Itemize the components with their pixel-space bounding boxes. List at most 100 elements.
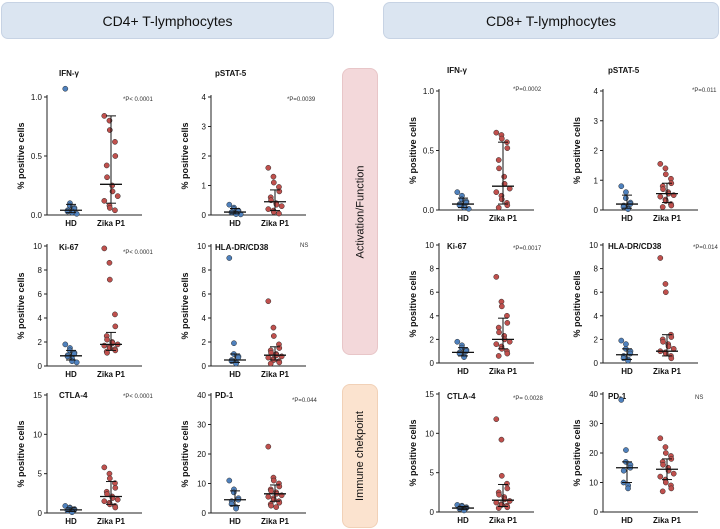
cd8-pstat5-point-zika [657, 161, 664, 167]
cd4-pd1-point-hd [233, 505, 239, 512]
cd8-hladr-ytick-label: 8 [594, 265, 599, 274]
cd4-ctla4-point-zika [106, 470, 113, 477]
cd4-pd1-ytick-label: 30 [197, 421, 206, 430]
cd8-pd1-point-zika [659, 488, 666, 495]
cd4-ifng-point-zika [112, 153, 119, 159]
cd8-pstat5-ylabel: % positive cells [572, 117, 582, 184]
cd8-pstat5-xtick-label: Zika P1 [653, 214, 682, 223]
cd8-ifng-point-zika [493, 129, 500, 136]
cd4-pd1-title: PD-1 [215, 391, 234, 400]
cd8-pd1-point-zika [657, 473, 664, 480]
cd4-hladr-point-hd [233, 360, 239, 367]
cd8-ifng-point-zika [501, 173, 508, 180]
cd4-pd1-ytick-label: 40 [197, 391, 206, 400]
cd4-hladr-ytick-label: 2 [202, 338, 207, 347]
cd8-ctla4-ytick-label: 0 [430, 508, 435, 517]
cd8-pd1-point-zika [668, 485, 675, 492]
cd4-pd1-pvalue: *P=0.044 [292, 398, 318, 404]
cd4-hladr-pvalue: NS [300, 243, 308, 249]
cd8-pd1-ytick-label: 10 [589, 479, 598, 488]
cd8-ifng-point-zika [495, 157, 502, 163]
cd4-ifng-title: IFN-γ [59, 69, 80, 78]
cd4-hladr-point-hd [231, 340, 237, 347]
cd4-hladr-xtick-label: Zika P1 [261, 370, 290, 379]
cd8-hladr-ylabel: % positive cells [572, 270, 582, 337]
cd4-ctla4-ytick-label: 10 [33, 430, 42, 439]
cd8-ctla4-pvalue: *P= 0.0028 [513, 396, 544, 402]
cd4-ki67-point-hd [69, 358, 75, 365]
cd4-pd1-ytick-label: 20 [197, 450, 206, 459]
cd4-pstat5-point-hd [226, 201, 233, 208]
cd4-ctla4-xtick-label: HD [65, 517, 77, 526]
cd4-ki67-ytick-label: 10 [33, 242, 42, 251]
cd4-pd1-point-zika [265, 443, 272, 450]
cd4-pstat5-ytick-label: 2 [202, 152, 207, 161]
cd4-ctla4-ytick-label: 0 [38, 509, 43, 518]
cd8-ctla4-ytick-label: 15 [425, 390, 434, 399]
cd8-ki67-ytick-label: 4 [430, 312, 435, 321]
cd4-ifng-xtick-label: HD [65, 219, 77, 228]
cd8-ki67-ytick-label: 6 [430, 288, 435, 297]
cd4-hladr-point-zika [270, 333, 277, 339]
cd4-pstat5-xtick-label: HD [229, 219, 241, 228]
cd4-ki67-ytick-label: 2 [38, 338, 43, 347]
cd4-hladr-ytick-label: 4 [202, 314, 207, 323]
cd8-ifng-point-zika [504, 202, 511, 209]
cd8-ki67-ytick-label: 10 [425, 241, 434, 250]
cd4-ifng-point-zika [114, 193, 121, 199]
cd8-pd1-point-hd [623, 447, 629, 453]
cd4-ki67-title: Ki-67 [59, 243, 79, 252]
cd4-hladr-point-zika [276, 345, 283, 351]
cd8-ifng-ytick-label: 1.0 [423, 87, 435, 96]
cd4-ki67-point-zika [104, 336, 110, 343]
cd4-ki67-ytick-label: 8 [38, 266, 43, 275]
cd8-ki67-point-zika [493, 274, 500, 280]
cd8-pstat5-point-zika [659, 204, 666, 210]
cd4-ki67-xtick-label: Zika P1 [97, 370, 126, 379]
cd8-ki67-ytick-label: 8 [430, 265, 435, 274]
cd8-ifng-point-zika [496, 165, 502, 172]
cd8-ifng-point-hd [458, 196, 465, 203]
cd8-ctla4-point-zika [506, 498, 513, 504]
cd4-pd1-point-zika [265, 493, 272, 500]
cd8-ki67-ylabel: % positive cells [408, 270, 418, 337]
cd4-ctla4-point-zika [112, 504, 119, 511]
cd4-ifng-ytick-label: 0.0 [31, 211, 43, 220]
cd8-ki67-ytick-label: 0 [430, 359, 435, 368]
cd4-hladr-point-zika [270, 324, 277, 331]
cd4-ki67-ytick-label: 4 [38, 314, 43, 323]
cd8-pd1-point-zika [660, 461, 666, 468]
cd4-hladr-ytick-label: 8 [202, 266, 207, 275]
cd8-hladr-point-hd [623, 341, 629, 347]
cd4-ifng-point-hd [62, 85, 69, 92]
header-cd8: CD8+ T-lymphocytes [383, 2, 719, 39]
cd4-pd1-ytick-label: 10 [197, 480, 206, 489]
cd4-pstat5-point-zika [276, 210, 282, 217]
cd8-ctla4-point-zika [504, 504, 511, 511]
band-activation: Activation/Function [342, 68, 378, 355]
cd8-ki67-point-zika [496, 329, 502, 336]
cd4-pd1-point-zika [270, 477, 277, 484]
cd8-pd1-xtick-label: HD [621, 516, 633, 525]
cd4-hladr-ytick-label: 10 [197, 242, 206, 251]
cd4-ctla4-point-zika [101, 464, 108, 471]
cd4-pd1-xtick-label: HD [229, 517, 241, 526]
cd8-pstat5-point-zika [657, 193, 664, 200]
cd8-hladr-title: HLA-DR/CD38 [608, 242, 662, 251]
cd4-ctla4-point-zika [106, 475, 113, 482]
cd4-ctla4-ylabel: % positive cells [16, 420, 26, 487]
cd8-ifng-ytick-label: 0.0 [423, 206, 435, 215]
cd4-ifng-point-hd [66, 202, 73, 209]
cd4-ki67-ytick-label: 0 [38, 362, 43, 371]
cd8-ki67-pvalue: *P=0.0017 [513, 246, 542, 252]
cd4-ifng-point-hd [73, 210, 80, 217]
band-immune-checkpoint: Immune chekpoint [342, 384, 378, 528]
cd4-ifng-point-zika [112, 207, 118, 214]
cd8-ki67-point-zika [504, 312, 510, 319]
cd4-ctla4-ytick-label: 15 [33, 391, 42, 400]
cd8-hladr-point-hd [625, 357, 631, 364]
cd8-pstat5-point-hd [623, 189, 629, 195]
cd8-hladr-ytick-label: 10 [589, 241, 598, 250]
cd8-ctla4-xtick-label: Zika P1 [489, 516, 518, 525]
